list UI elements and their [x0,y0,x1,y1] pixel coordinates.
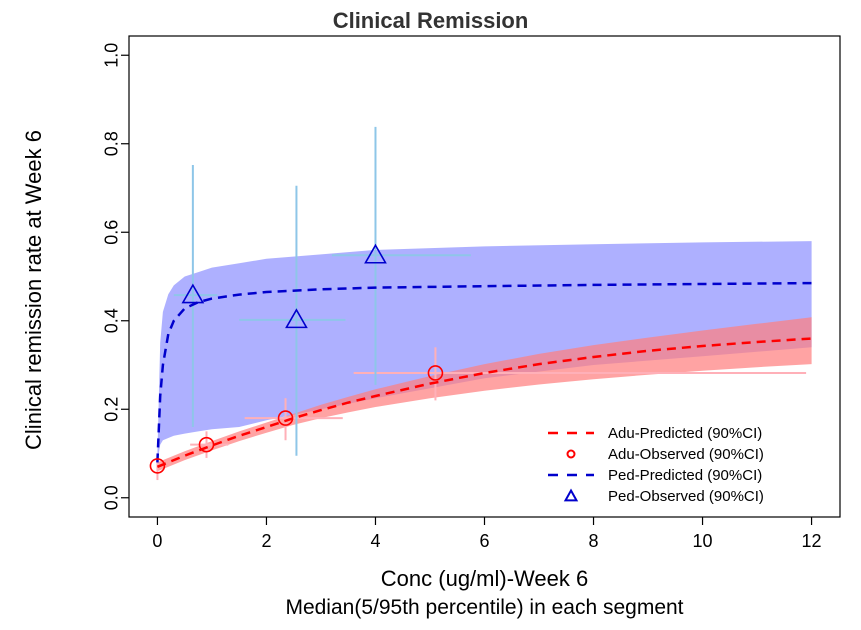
x-tick-label: 2 [261,531,271,551]
x-tick-label: 0 [152,531,162,551]
ped-observed-point [364,243,387,264]
legend-label: Ped-Predicted (90%CI) [608,467,762,484]
x-tick-label: 6 [479,531,489,551]
adult-predicted-band [157,317,812,472]
x-axis-sublabel: Median(5/95th percentile) in each segmen… [285,596,684,619]
legend-label: Adu-Observed (90%CI) [608,446,764,463]
legend-label: Adu-Predicted (90%CI) [608,425,762,442]
chart-title: Clinical Remission [332,8,529,33]
y-tick-label: 0.8 [102,131,122,156]
adult-observed-point [198,436,215,453]
ped-observed-point [181,283,205,304]
y-tick-label: 0.4 [102,308,122,333]
y-tick-label: 0.2 [102,397,122,422]
y-tick-label: 0.6 [102,220,122,245]
y-tick-label: 0.0 [102,485,122,510]
x-tick-label: 12 [802,531,822,551]
legend: Adu-Predicted (90%CI) Adu-Observed (90%CI… [548,425,764,505]
x-tick-label: 8 [589,531,599,551]
legend-label: Ped-Observed (90%CI) [608,488,764,505]
adult-observed-point [277,410,294,426]
ped-observed-point [285,308,308,329]
y-tick-label: 1.0 [102,43,122,68]
x-tick-label: 10 [693,531,713,551]
plot-layer [149,126,812,481]
adult-observed-point [149,458,166,474]
legend-triangle-swatch [563,488,579,502]
ped-predicted-line [156,281,812,463]
adult-predicted-line [156,337,812,468]
x-tick-label: 4 [370,531,380,551]
legend-circle-swatch [566,449,576,459]
adult-observed-point [427,365,444,381]
x-axis-label: Conc (ug/ml)-Week 6 [380,566,589,591]
